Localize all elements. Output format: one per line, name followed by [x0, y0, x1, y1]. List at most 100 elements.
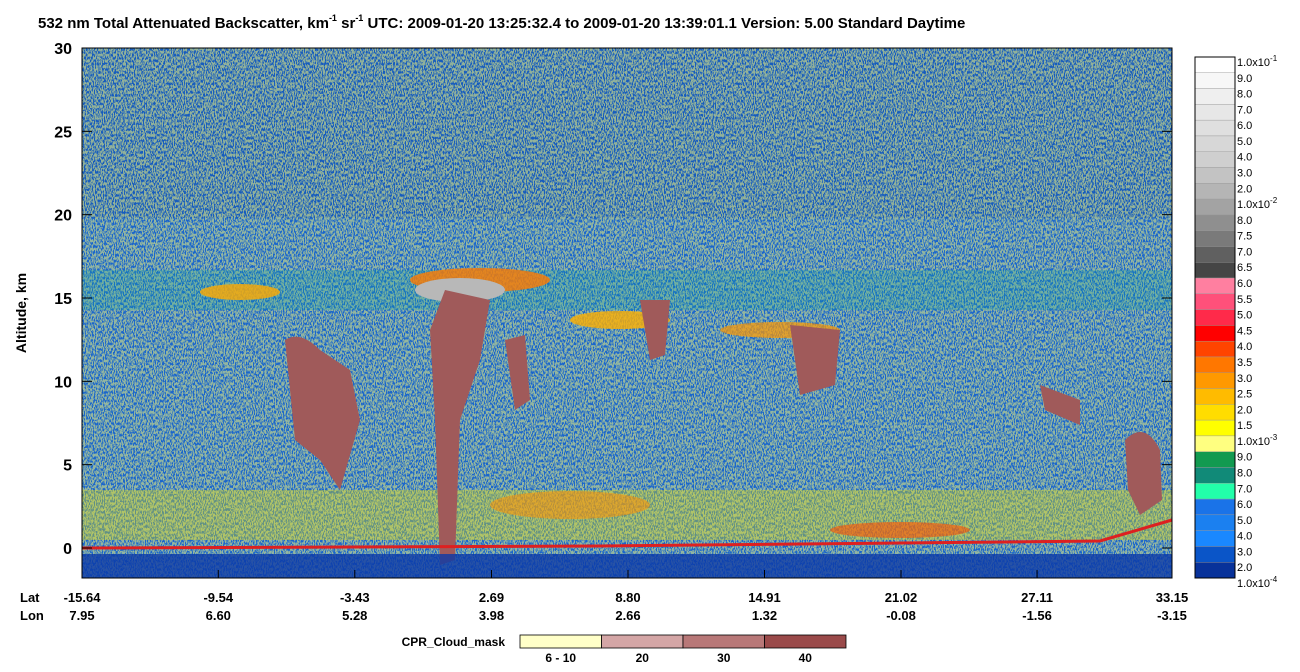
colorbar-label-text: 9.0 — [1237, 73, 1252, 85]
colorbar-swatch — [1194, 372, 1236, 389]
colorbar-label-sup: -1 — [1270, 54, 1278, 63]
colorbar-swatch — [1194, 530, 1236, 547]
colorbar-label-text: 5.5 — [1237, 294, 1252, 306]
colorbar-label-text: 8.0 — [1237, 215, 1252, 227]
colorbar-swatch — [1194, 198, 1236, 216]
x-tick-label: 27.11 — [1021, 590, 1053, 605]
colorbar-label: 5.0 — [1237, 136, 1252, 148]
colorbar-label-text: 3.5 — [1237, 357, 1252, 369]
x-tick-label: 33.15 — [1156, 590, 1189, 605]
colorbar-label: 8.0 — [1237, 467, 1252, 479]
mask-label: 20 — [636, 651, 650, 665]
colorbar-swatch — [1194, 167, 1236, 184]
x2-tick-label: 7.95 — [69, 608, 94, 623]
colorbar-label-text: 7.5 — [1237, 231, 1252, 243]
colorbar-label-text: 6.0 — [1237, 499, 1252, 511]
colorbar-label-text: 9.0 — [1237, 452, 1252, 464]
x2-tick-label: -0.08 — [886, 608, 916, 623]
x-tick-label: -9.54 — [203, 590, 233, 605]
colorbar-label: 2.0 — [1237, 183, 1252, 195]
y-tick-label: 5 — [63, 458, 72, 475]
colorbar-label: 7.0 — [1237, 483, 1252, 495]
colorbar-label: 9.0 — [1237, 452, 1252, 464]
colorbar-swatch — [1194, 309, 1236, 326]
colorbar-swatch — [1194, 483, 1236, 500]
colorbar-swatch — [1194, 56, 1236, 73]
colorbar-label-sup: -2 — [1270, 196, 1278, 205]
colorbar-swatch — [1194, 88, 1236, 105]
colorbar-label-text: 3.0 — [1237, 373, 1252, 385]
colorbar-swatch — [1194, 562, 1236, 579]
colorbar-swatch — [1194, 388, 1236, 405]
colorbar-label: 8.0 — [1237, 89, 1252, 101]
colorbar-label-text: 4.0 — [1237, 341, 1252, 353]
colorbar-swatch — [1194, 435, 1236, 452]
colorbar-label: 4.5 — [1237, 325, 1252, 337]
colorbar-swatch — [1194, 419, 1236, 437]
colorbar-swatch — [1194, 135, 1236, 152]
colorbar-swatch — [1194, 277, 1236, 295]
y-tick-label: 10 — [54, 374, 72, 391]
colorbar-label-text: 1.0x10 — [1237, 436, 1270, 448]
colorbar-label-text: 3.0 — [1237, 546, 1252, 558]
colorbar-label: 1.0x10-4 — [1237, 575, 1278, 590]
colorbar-label: 7.0 — [1237, 104, 1252, 116]
colorbar-label: 3.0 — [1237, 168, 1252, 180]
x-tick-label: 14.91 — [748, 590, 781, 605]
colorbar-label: 3.0 — [1237, 546, 1252, 558]
colorbar-label: 5.0 — [1237, 515, 1252, 527]
colorbar-swatch — [1194, 119, 1236, 137]
colorbar-swatch — [1194, 246, 1236, 263]
colorbar-swatch — [1194, 546, 1236, 563]
colorbar-swatch — [1194, 262, 1236, 279]
y-axis-label: Altitude, km — [13, 273, 29, 353]
colorbar-label: 4.0 — [1237, 341, 1252, 353]
colorbar-label-text: 8.0 — [1237, 467, 1252, 479]
x2-tick-label: 5.28 — [342, 608, 367, 623]
colorbar-label-text: 8.0 — [1237, 89, 1252, 101]
colorbar-swatch — [1194, 356, 1236, 373]
y-tick-label: 15 — [54, 291, 72, 308]
colorbar-label-text: 1.5 — [1237, 420, 1252, 432]
mask-swatch — [601, 634, 684, 649]
colorbar-swatch — [1194, 498, 1236, 516]
x-tick-label: -3.43 — [340, 590, 370, 605]
chart-title: 532 nm Total Attenuated Backscatter, km-… — [38, 13, 965, 32]
colorbar-label-text: 4.5 — [1237, 325, 1252, 337]
mask-label: 30 — [717, 651, 731, 665]
x-tick-label: 2.69 — [479, 590, 504, 605]
mask-label: 6 - 10 — [545, 651, 576, 665]
colorbar-label: 4.0 — [1237, 531, 1252, 543]
x2-tick-label: 3.98 — [479, 608, 504, 623]
x-tick-label: -15.64 — [64, 590, 102, 605]
colorbar-label-sup: -4 — [1270, 575, 1278, 584]
title-superscript: -1 — [355, 13, 363, 23]
x2-row-label: Lon — [20, 608, 44, 623]
colorbar-label: 8.0 — [1237, 215, 1252, 227]
colorbar-label-text: 6.5 — [1237, 262, 1252, 274]
colorbar-swatch — [1194, 514, 1236, 531]
y-tick-label: 20 — [54, 208, 72, 225]
colorbar-label-text: 6.0 — [1237, 120, 1252, 132]
colorbar-label-text: 2.5 — [1237, 389, 1252, 401]
colorbar-label: 1.0x10-3 — [1237, 433, 1278, 448]
colorbar-label-text: 1.0x10 — [1237, 57, 1270, 69]
colorbar-label: 5.0 — [1237, 310, 1252, 322]
mask-legend-title: CPR_Cloud_mask — [402, 635, 506, 649]
colorbar-swatch — [1194, 104, 1236, 121]
colorbar-label: 4.0 — [1237, 152, 1252, 164]
colorbar-label-sup: -3 — [1270, 433, 1278, 442]
x2-tick-label: 1.32 — [752, 608, 777, 623]
colorbar-label-text: 1.0x10 — [1237, 199, 1270, 211]
x2-tick-label: -1.56 — [1022, 608, 1052, 623]
colorbar-label: 1.5 — [1237, 420, 1252, 432]
colorbar-label: 2.0 — [1237, 404, 1252, 416]
title-superscript: -1 — [329, 13, 337, 23]
colorbar-label-text: 5.0 — [1237, 515, 1252, 527]
colorbar-label-text: 7.0 — [1237, 246, 1252, 258]
colorbar-swatch — [1194, 340, 1236, 358]
colorbar-label: 7.5 — [1237, 231, 1252, 243]
colorbar: 1.0x10-19.08.07.06.05.04.03.02.01.0x10-2… — [1194, 54, 1278, 590]
